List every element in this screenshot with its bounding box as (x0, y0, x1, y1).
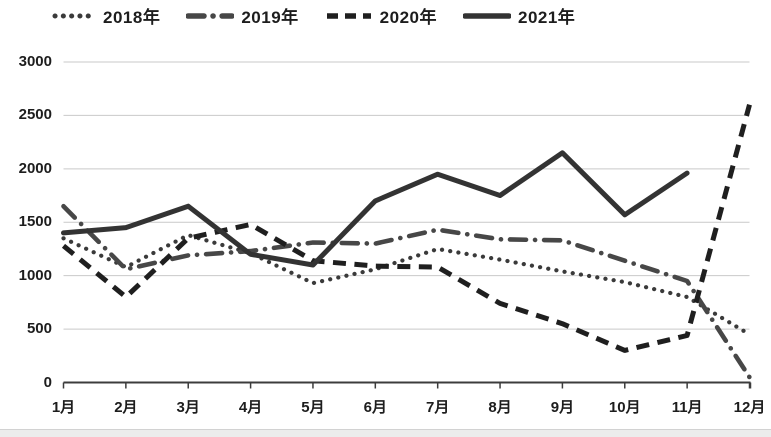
legend-item-2018: 2018年 (52, 3, 160, 28)
x-tick-label: 2月 (114, 399, 138, 416)
dotted-line-sample-icon (52, 13, 96, 18)
x-tick-label: 12月 (733, 399, 766, 416)
legend-item-2020: 2020年 (325, 3, 437, 28)
x-tick-label: 9月 (550, 399, 575, 416)
x-tick-label: 5月 (301, 399, 325, 416)
series-line-2019年 (61, 203, 752, 380)
x-tick-label: 6月 (363, 399, 387, 416)
legend-label-2018: 2018年 (103, 8, 161, 27)
dashdot-line-sample-icon (186, 12, 235, 19)
series-line-2021年 (61, 150, 690, 268)
solid-line-sample-icon (462, 12, 511, 19)
y-tick-label: 500 (26, 320, 52, 338)
legend-item-2019: 2019年 (186, 3, 298, 28)
legend-label-2019: 2019年 (241, 8, 299, 27)
y-tick-label: 2000 (18, 159, 52, 177)
x-tick-label: 1月 (51, 399, 76, 416)
x-tick-label: 10月 (608, 399, 641, 416)
y-tick-label: 0 (43, 373, 52, 391)
y-tick-label: 2500 (18, 106, 52, 124)
x-tick-label: 3月 (176, 399, 200, 416)
dashed-line-sample-icon (326, 12, 371, 19)
y-tick-label: 1000 (18, 266, 52, 284)
x-tick-label: 8月 (488, 399, 512, 416)
x-tick-label: 11月 (671, 399, 703, 416)
series-line-2018年 (61, 233, 752, 337)
x-tick-label: 4月 (238, 399, 263, 416)
legend-label-2021: 2021年 (517, 8, 576, 27)
legend-item-2021: 2021年 (462, 3, 576, 28)
window-bottom-edge (0, 429, 771, 437)
y-tick-label: 3000 (18, 53, 52, 70)
y-tick-label: 1500 (18, 213, 52, 231)
x-tick-label: 7月 (426, 399, 450, 416)
legend-label-2020: 2020年 (379, 8, 437, 27)
series-line-2020年 (61, 104, 752, 353)
legend: 2018年 2019年 2020年 2021年 (52, 3, 575, 28)
